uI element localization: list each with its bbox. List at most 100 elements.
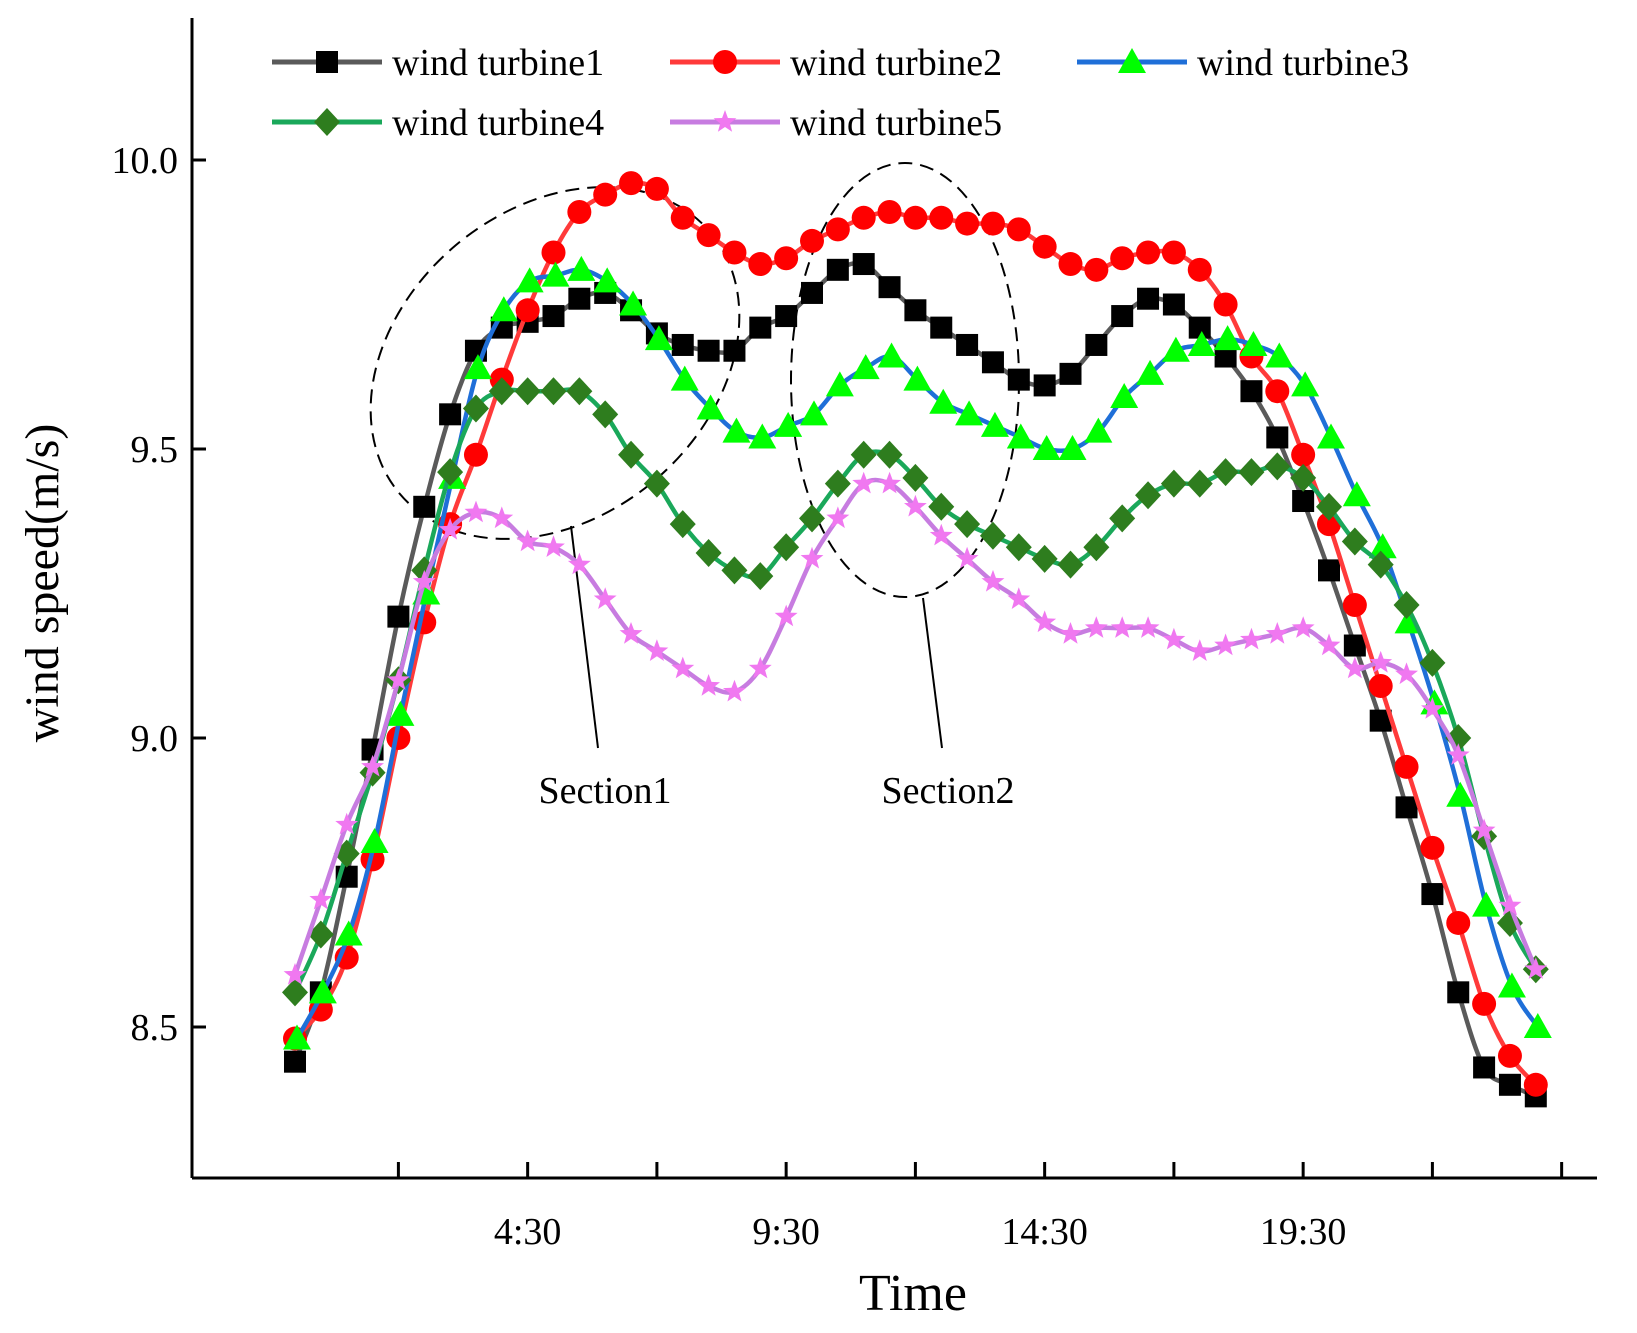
data-point [463,442,488,467]
data-point [1342,593,1367,618]
data-point [825,217,850,242]
data-point [1394,754,1419,779]
data-point [567,552,591,575]
data-point [928,492,955,521]
data-point [877,200,902,225]
data-point [1472,991,1497,1016]
data-point [852,471,876,494]
data-point [1058,435,1087,460]
data-point [308,978,337,1004]
data-point [697,339,720,362]
x-tick-label: 19:30 [1260,1211,1347,1253]
data-point [541,261,570,287]
data-point [1135,481,1162,510]
data-point [1292,490,1315,513]
data-point [980,211,1005,236]
data-point [824,469,851,498]
data-point [955,400,984,426]
data-point [490,506,514,529]
data-point [1212,458,1239,487]
data-point [801,281,823,304]
data-point [1317,423,1345,449]
data-point [826,258,849,281]
legend-item: wind turbine3 [1077,42,1409,84]
data-point [722,417,751,443]
legend-label: wind turbine2 [790,42,1002,84]
data-point [1059,362,1082,385]
data-point [644,176,669,201]
data-point [902,463,929,492]
data-point [618,440,645,469]
data-point [542,305,565,328]
data-point [1161,336,1190,362]
data-point [1186,469,1213,498]
y-tick-label: 10.0 [112,140,179,182]
data-point [1161,240,1186,265]
data-point [567,200,592,225]
data-point [1395,662,1418,685]
data-point [1369,650,1393,673]
data-point [1496,908,1523,937]
data-point [489,296,518,322]
data-point [516,529,540,552]
data-point [515,298,540,323]
data-point [1265,622,1289,644]
legend-marker [713,50,737,74]
data-point [1110,382,1139,408]
legend: wind turbine1 wind turbine2 wind turbine3 w… [272,42,1409,144]
data-point [1318,559,1340,582]
data-point [981,351,1004,374]
data-point [437,458,464,487]
data-point [1136,359,1165,385]
data-point [722,240,747,265]
data-point [850,440,877,469]
data-point [671,333,694,356]
data-point [955,546,979,569]
data-point [643,469,670,498]
data-point [283,1024,311,1050]
data-point [284,1050,306,1073]
data-point [1238,458,1265,487]
data-point [1419,648,1446,677]
y-tick-label: 9.5 [131,429,179,471]
section-label: Section1 [539,770,672,812]
data-point [1110,246,1135,271]
data-point [852,253,875,276]
data-point [800,400,828,426]
data-point [671,656,695,679]
data-point [1031,544,1058,573]
data-point [1523,1072,1548,1097]
data-point [307,920,334,949]
x-tick-label: 14:30 [1001,1211,1088,1253]
data-point [876,440,903,469]
data-point [1369,709,1392,732]
data-point [619,290,648,316]
y-tick-label: 8.5 [131,1007,179,1049]
data-point [1033,374,1056,397]
x-axis-title: Time [859,1265,967,1322]
data-point [1188,639,1212,661]
data-point [1265,342,1294,368]
data-point [826,506,850,529]
data-point [413,495,436,518]
data-point [1084,616,1108,638]
data-point [1162,293,1185,316]
data-point [929,205,954,230]
data-point [774,604,798,627]
data-point [774,246,799,271]
data-point [386,700,415,726]
legend-item: wind turbine1 [272,42,604,84]
data-point [1264,452,1291,481]
data-point [669,510,696,539]
series-layer [282,171,1552,1108]
data-point [1291,371,1320,397]
data-point [542,535,565,557]
legend-label: wind turbine1 [392,42,604,84]
data-point [1214,633,1237,656]
data-point [283,963,307,985]
data-point [980,411,1009,437]
data-point [851,354,880,380]
data-point [1523,1013,1552,1038]
data-point [851,205,876,230]
data-point [956,333,979,356]
